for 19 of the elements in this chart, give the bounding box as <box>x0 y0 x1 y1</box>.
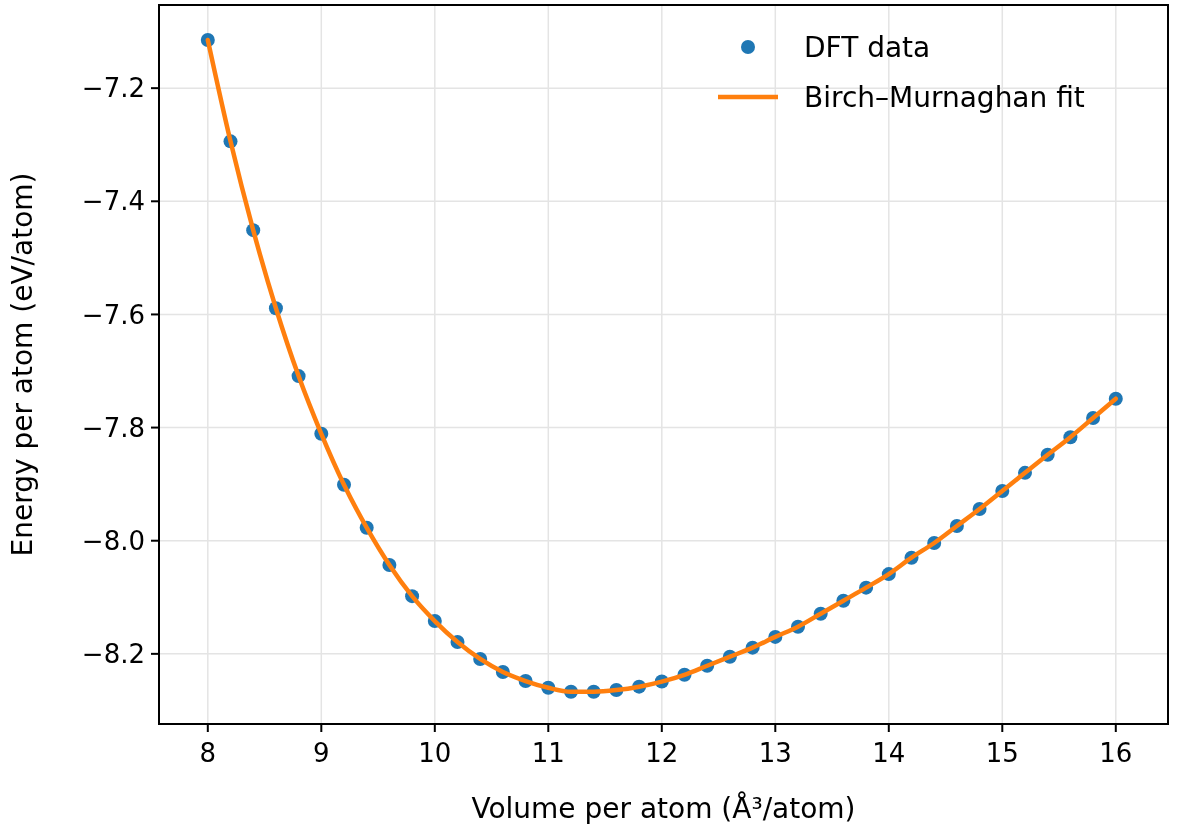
y-axis-title: Energy per atom (eV/atom) <box>6 172 39 557</box>
x-axis-title: Volume per atom (Å³/atom) <box>471 791 856 825</box>
x-tick-label: 10 <box>418 738 452 768</box>
y-tick-label: −8.0 <box>81 525 145 556</box>
x-tick-label: 8 <box>199 738 217 768</box>
x-tick-label: 13 <box>758 738 792 768</box>
x-tick-label: 16 <box>1099 738 1133 768</box>
legend-label: DFT data <box>804 30 931 64</box>
legend-label: Birch–Murnaghan fit <box>804 80 1085 114</box>
y-tick-label: −7.8 <box>81 412 145 443</box>
y-tick-label: −7.2 <box>81 73 145 104</box>
y-tick-label: −7.6 <box>81 299 145 330</box>
x-tick-label: 11 <box>531 738 565 768</box>
y-tick-label: −7.4 <box>81 186 145 217</box>
x-tick-label: 14 <box>872 738 906 768</box>
x-tick-label: 12 <box>645 738 679 768</box>
y-tick-label: −8.2 <box>81 638 145 669</box>
x-tick-label: 15 <box>985 738 1019 768</box>
x-tick-label: 9 <box>313 738 330 768</box>
